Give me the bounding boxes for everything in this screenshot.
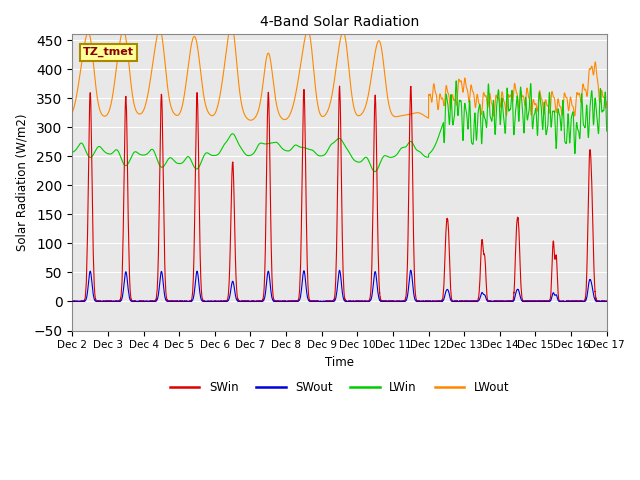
- Y-axis label: Solar Radiation (W/m2): Solar Radiation (W/m2): [15, 114, 28, 251]
- Title: 4-Band Solar Radiation: 4-Band Solar Radiation: [260, 15, 419, 29]
- Legend: SWin, SWout, LWin, LWout: SWin, SWout, LWin, LWout: [165, 376, 514, 399]
- X-axis label: Time: Time: [325, 356, 354, 369]
- Text: TZ_tmet: TZ_tmet: [83, 47, 134, 57]
